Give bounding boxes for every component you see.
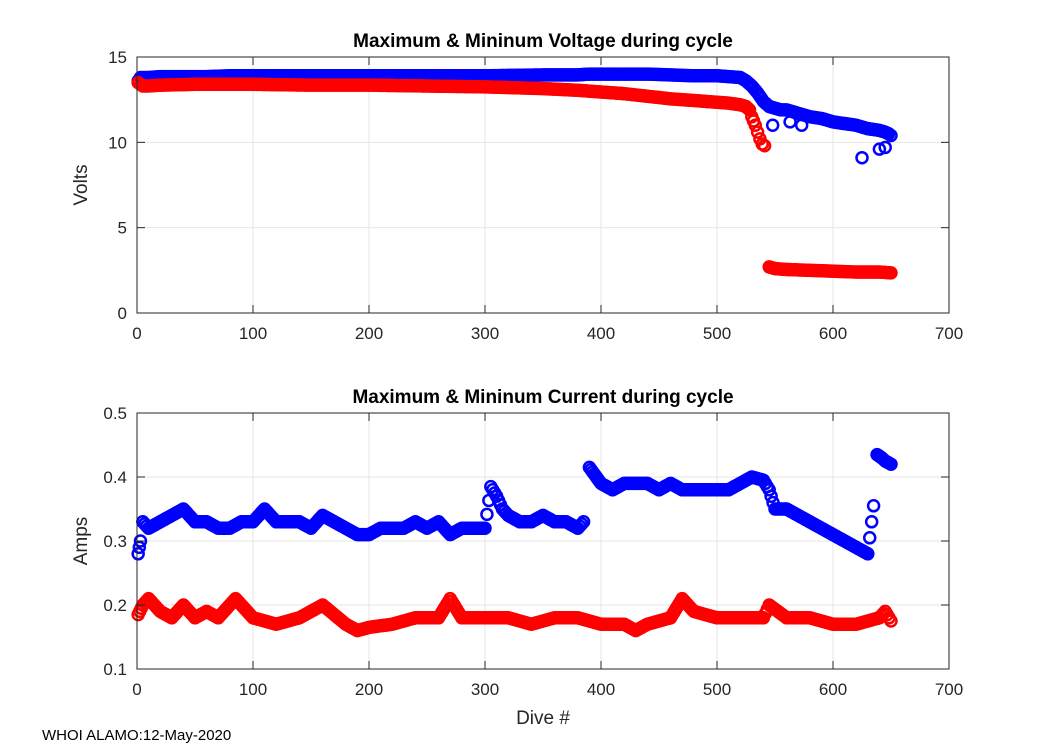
voltage-y-axis-label: Volts: [71, 164, 92, 205]
current-data-point: [764, 489, 778, 503]
current-data-point: [480, 507, 494, 522]
current-series-0: [131, 447, 898, 561]
current-data-point: [132, 540, 147, 555]
current-y-tick-label: 0.3: [103, 532, 127, 551]
voltage-chart-title: Maximum & Mininum Voltage during cycle: [353, 31, 733, 52]
current-y-tick-label: 0.2: [103, 596, 127, 615]
current-data-point: [884, 614, 898, 628]
current-data-point: [866, 499, 881, 513]
voltage-data-point: [783, 115, 797, 129]
voltage-y-tick-label: 0: [118, 304, 127, 323]
voltage-x-tick-label: 500: [703, 324, 731, 343]
current-data-point: [576, 515, 591, 529]
current-chart-title: Maximum & Mininum Current during cycle: [352, 387, 733, 408]
voltage-data-point: [739, 99, 753, 114]
current-y-tick-label: 0.1: [103, 660, 127, 679]
current-x-tick-label: 300: [471, 680, 499, 699]
voltage-data-point: [878, 140, 892, 155]
voltage-data-point: [855, 150, 869, 165]
voltage-axes-box: [136, 56, 950, 314]
current-x-tick-label: 500: [703, 680, 731, 699]
current-chart: 0 100 200 300 400 500 600 700 0.1 0.2 0.3 0.4 0.5 Ma…: [71, 387, 963, 729]
current-y-tick-label: 0.5: [103, 404, 127, 423]
current-data-point: [574, 517, 589, 531]
voltage-x-tick-label: 100: [239, 324, 267, 343]
voltage-data-point: [884, 266, 898, 280]
voltage-x-tick-label: 300: [471, 324, 499, 343]
current-data-point: [131, 547, 145, 561]
current-data-point: [862, 531, 877, 545]
voltage-x-tick-label: 700: [935, 324, 963, 343]
current-y-axis-label: Amps: [71, 517, 92, 566]
voltage-data-point: [765, 118, 780, 133]
voltage-x-tick-label: 200: [355, 324, 383, 343]
voltage-data-point: [757, 138, 772, 153]
voltage-series-2: [131, 75, 898, 280]
voltage-y-tick-label: 5: [118, 219, 127, 238]
current-series-1: [131, 591, 898, 638]
current-y-tick-label: 0.4: [103, 468, 127, 487]
footer-credit: WHOI ALAMO:12-May-2020: [42, 727, 232, 744]
current-x-tick-label: 100: [239, 680, 267, 699]
voltage-x-tick-label: 0: [132, 324, 141, 343]
current-data-point: [478, 521, 492, 535]
voltage-data-point: [748, 118, 763, 133]
voltage-x-tick-label: 400: [587, 324, 615, 343]
current-data-point: [861, 547, 875, 561]
voltage-data-point: [884, 128, 898, 143]
voltage-data-point: [794, 118, 809, 133]
current-data-point: [133, 534, 148, 548]
voltage-chart: 0 100 200 300 400 500 600 700 0 5 10 15 Maximum & M…: [71, 31, 963, 343]
voltage-series-1: [765, 115, 892, 165]
current-data-point: [762, 483, 776, 497]
current-x-axis-label: Dive #: [516, 708, 570, 729]
voltage-y-tick-label: 10: [108, 133, 127, 152]
current-x-tick-label: 0: [132, 680, 141, 699]
current-x-tick-label: 200: [355, 680, 383, 699]
current-x-tick-label: 600: [819, 680, 847, 699]
current-data-point: [864, 515, 879, 529]
current-x-tick-label: 700: [935, 680, 963, 699]
voltage-y-tick-label: 15: [108, 48, 127, 67]
voltage-x-tick-label: 600: [819, 324, 847, 343]
voltage-data-point: [742, 103, 757, 117]
voltage-data-point: [872, 142, 887, 156]
current-x-tick-label: 400: [587, 680, 615, 699]
voltage-data-point: [750, 125, 765, 139]
current-data-point: [884, 457, 898, 471]
